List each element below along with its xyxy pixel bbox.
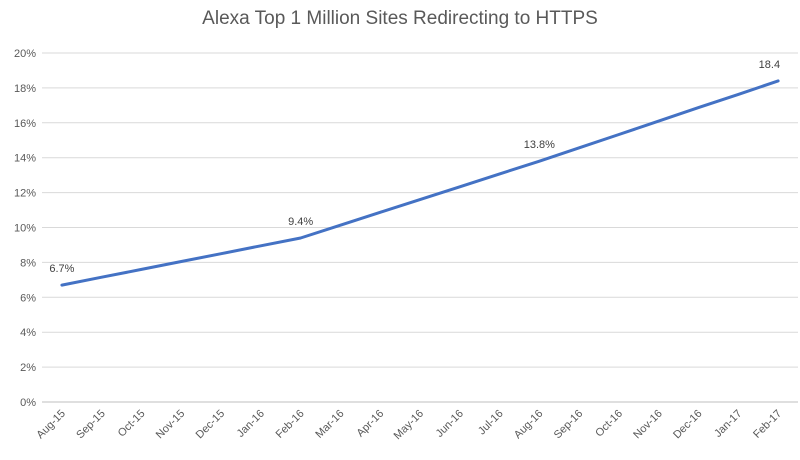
x-tick-label: Dec-16 — [671, 408, 705, 442]
x-tick-label: Jul-16 — [476, 408, 506, 438]
x-tick-label: Sep-15 — [74, 408, 108, 442]
chart-title: Alexa Top 1 Million Sites Redirecting to… — [202, 8, 598, 29]
series-line — [60, 79, 780, 287]
data-label: 9.4% — [288, 216, 313, 228]
x-tick-label: Dec-15 — [194, 408, 228, 442]
y-tick-label: 14% — [14, 153, 36, 165]
x-tick-label: Jun-16 — [434, 408, 466, 440]
x-tick-label: Nov-15 — [154, 408, 188, 442]
x-tick-label: Feb-17 — [751, 408, 784, 441]
x-tick-label: Aug-16 — [512, 408, 546, 442]
data-label: 18.4 — [759, 59, 780, 71]
grid-lines — [42, 52, 798, 403]
x-tick-label: Oct-16 — [593, 408, 625, 440]
y-axis-ticks: 0% 2% 4% 6% 8% 10% 12% 14% 16% 18% 20% — [14, 48, 36, 409]
y-tick-label: 8% — [20, 257, 36, 269]
y-tick-label: 12% — [14, 188, 36, 200]
x-tick-label: May-16 — [392, 408, 426, 442]
y-tick-label: 10% — [14, 223, 36, 235]
x-tick-label: Jan-17 — [712, 408, 744, 440]
y-tick-label: 4% — [20, 327, 36, 339]
y-tick-label: 6% — [20, 292, 36, 304]
y-tick-label: 16% — [14, 118, 36, 130]
x-tick-label: Aug-15 — [34, 408, 68, 442]
x-tick-label: Sep-16 — [552, 408, 586, 442]
y-tick-label: 0% — [20, 397, 36, 409]
data-label: 13.8% — [524, 139, 555, 151]
x-tick-label: Jan-16 — [235, 408, 267, 440]
y-tick-label: 2% — [20, 362, 36, 374]
data-labels: 6.7% 9.4% 13.8% 18.4 — [49, 59, 780, 275]
x-tick-label: Oct-15 — [116, 408, 148, 440]
series-group — [60, 79, 780, 287]
x-axis-ticks: Aug-15 Sep-15 Oct-15 Nov-15 Dec-15 Jan-16 Feb-… — [34, 408, 784, 442]
x-tick-label: Feb-16 — [274, 408, 307, 441]
y-tick-label: 18% — [14, 83, 36, 95]
x-tick-label: Mar-16 — [313, 408, 346, 441]
x-tick-label: Apr-16 — [354, 408, 386, 440]
y-tick-label: 20% — [14, 48, 36, 60]
data-label: 6.7% — [49, 263, 74, 275]
x-tick-label: Nov-16 — [631, 408, 665, 442]
